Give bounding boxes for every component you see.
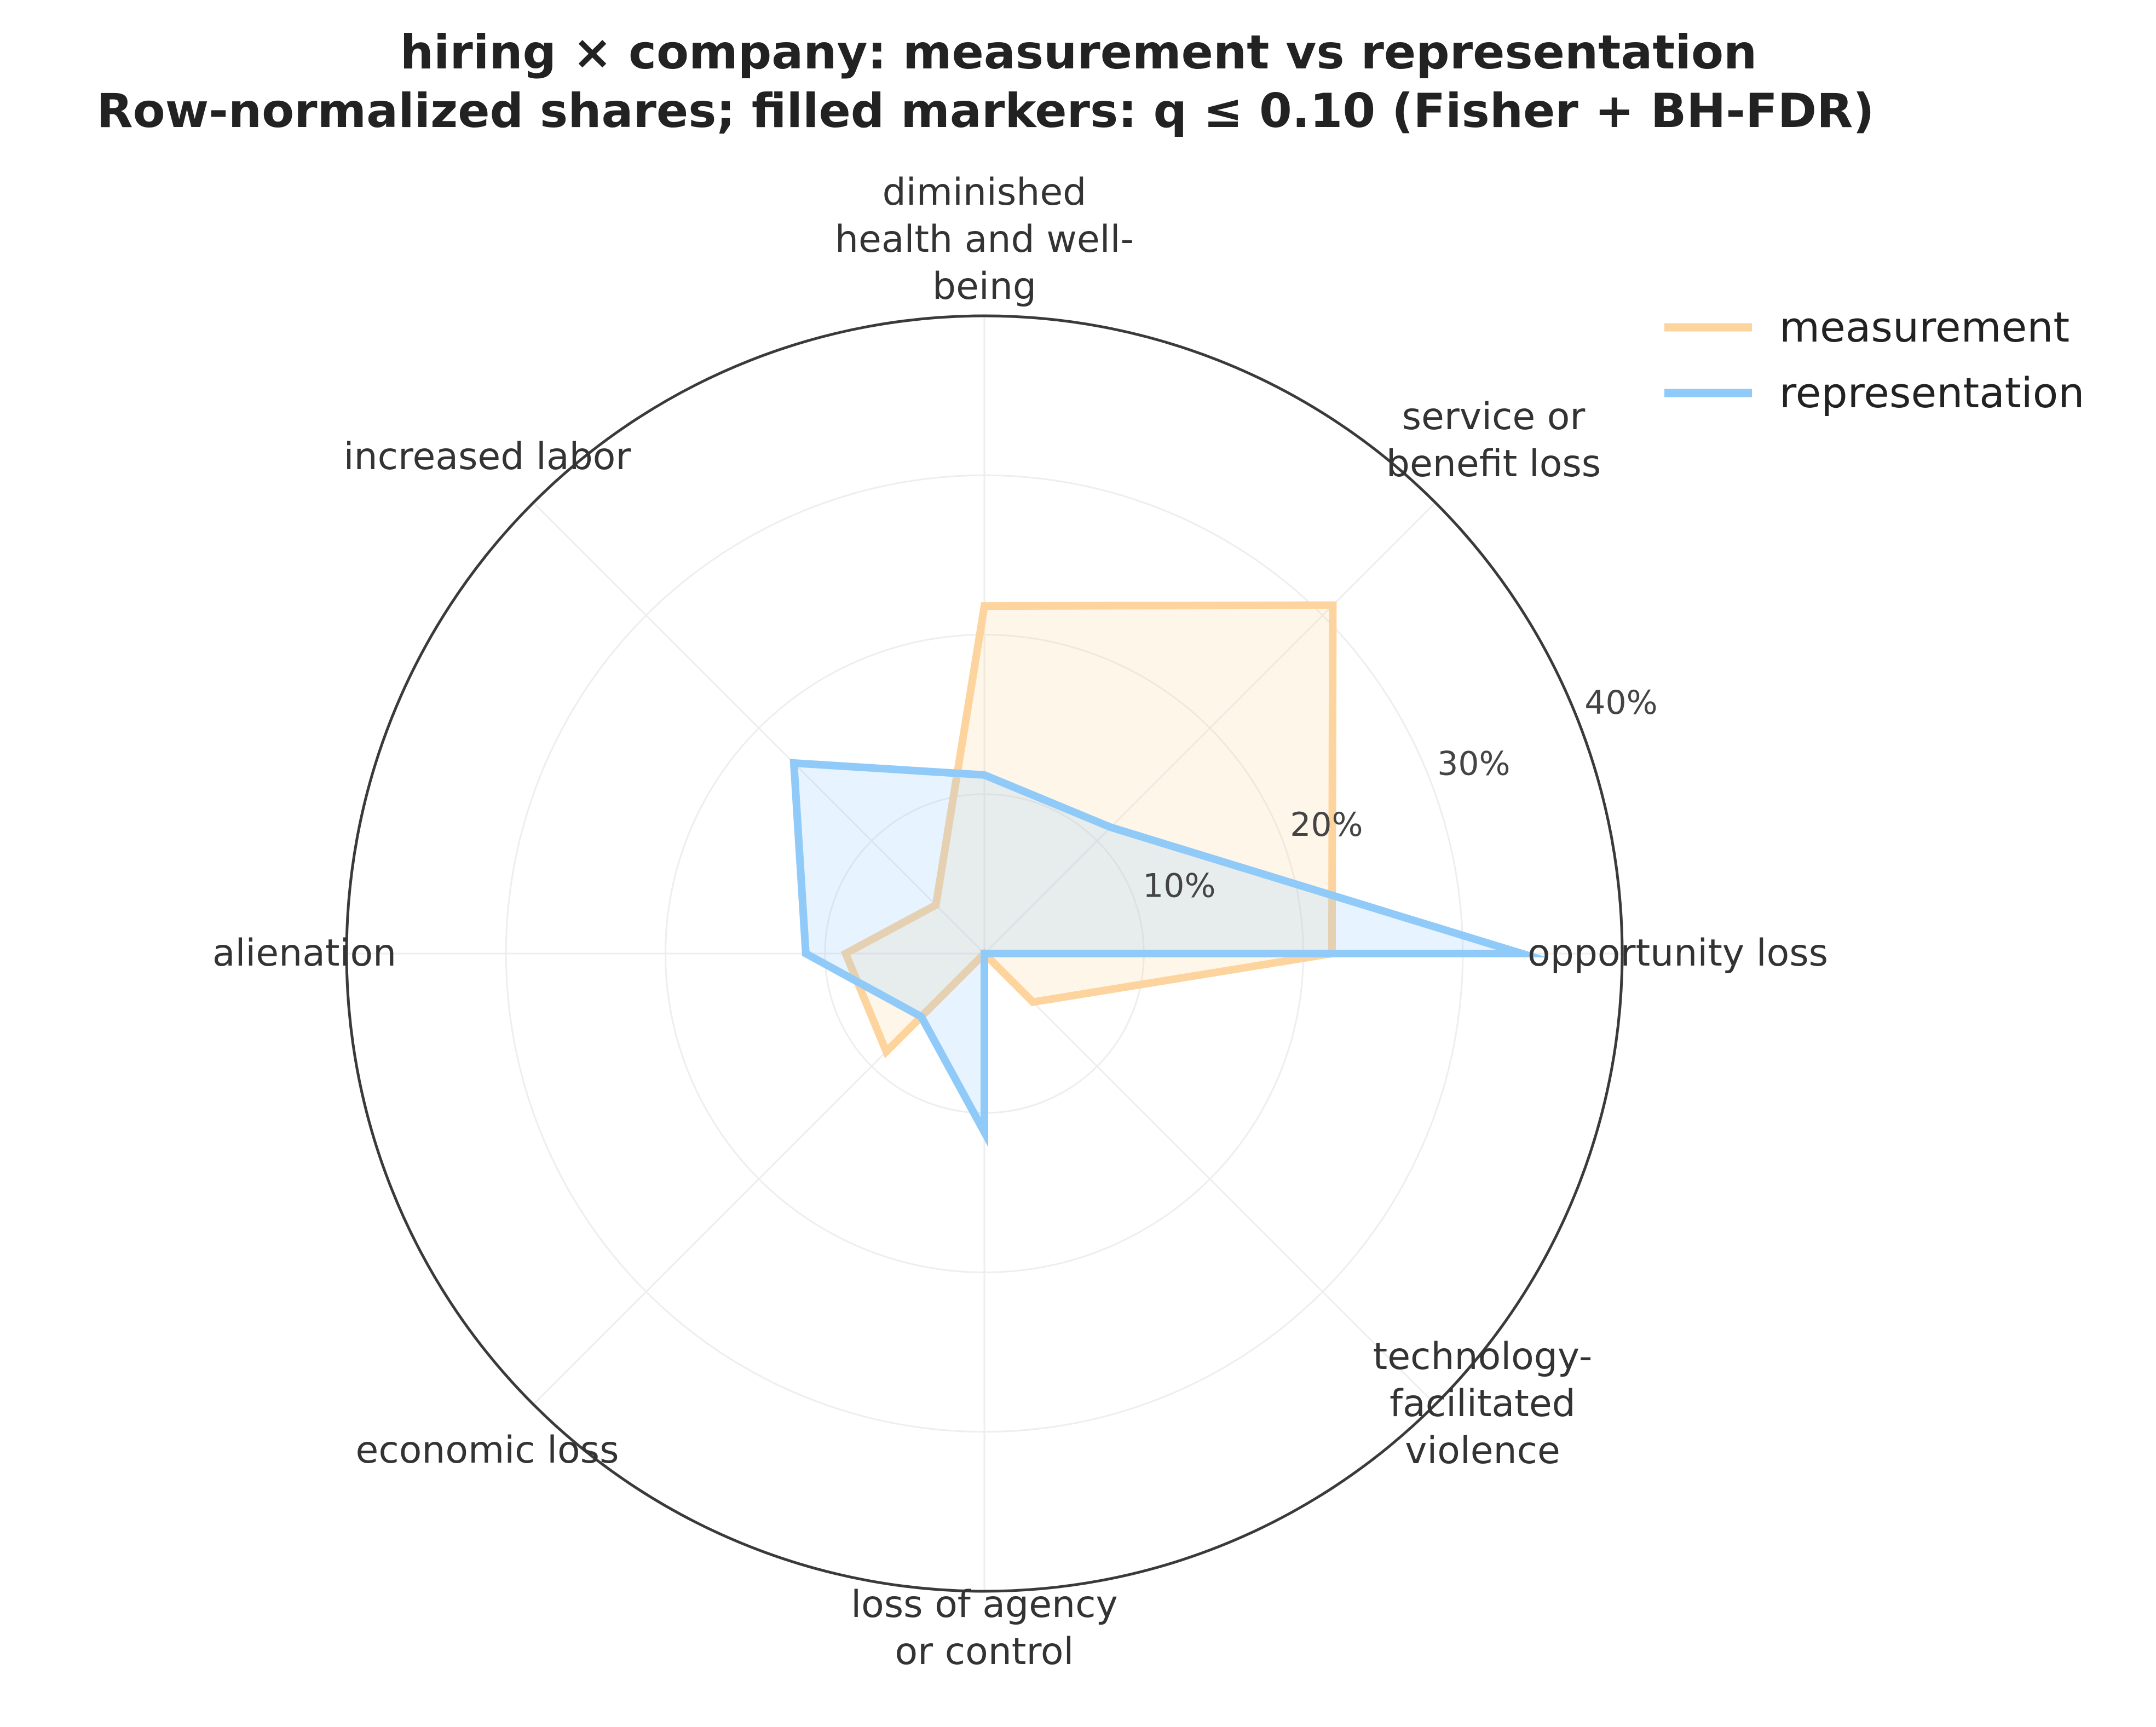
grid-spoke — [983, 952, 1436, 1405]
tick-label: 10% — [1143, 867, 1215, 905]
radar-tick-labels: 10% 20% 30% 40% — [1143, 684, 1658, 905]
legend-label: measurement — [1779, 303, 2069, 351]
legend-label: representation — [1779, 368, 2084, 417]
axis-label: opportunity loss — [1527, 932, 1828, 975]
tick-label: 30% — [1437, 745, 1510, 783]
axis-label: service or benefit loss — [1386, 395, 1601, 486]
series-line-measurement — [840, 601, 1337, 1059]
chart-subtitle: Row-normalized shares; filled markers: q… — [96, 84, 1874, 138]
grid-spoke — [533, 502, 985, 955]
legend: measurement representation — [1664, 303, 2084, 417]
tick-label: 20% — [1290, 806, 1363, 844]
radar-axis-labels: opportunity loss service or benefit loss di… — [212, 171, 1828, 1673]
axis-label: alienation — [212, 932, 396, 975]
axis-label: increased labor — [344, 435, 631, 478]
axis-label: technology-facilitated violence — [1373, 1335, 1593, 1472]
axis-label: loss of agency or control — [851, 1583, 1118, 1673]
radar-series — [789, 601, 1548, 1147]
series-fill-representation — [794, 763, 1522, 1133]
tick-label: 40% — [1584, 684, 1657, 722]
grid-spoke — [983, 502, 1436, 955]
chart-title: hiring × company: measurement vs represe… — [400, 25, 1757, 80]
series-line-representation — [789, 759, 1548, 1147]
axis-label: diminished health and well-being — [835, 171, 1134, 308]
outer-ring — [345, 314, 1624, 1593]
axis-label: economic loss — [355, 1429, 619, 1472]
